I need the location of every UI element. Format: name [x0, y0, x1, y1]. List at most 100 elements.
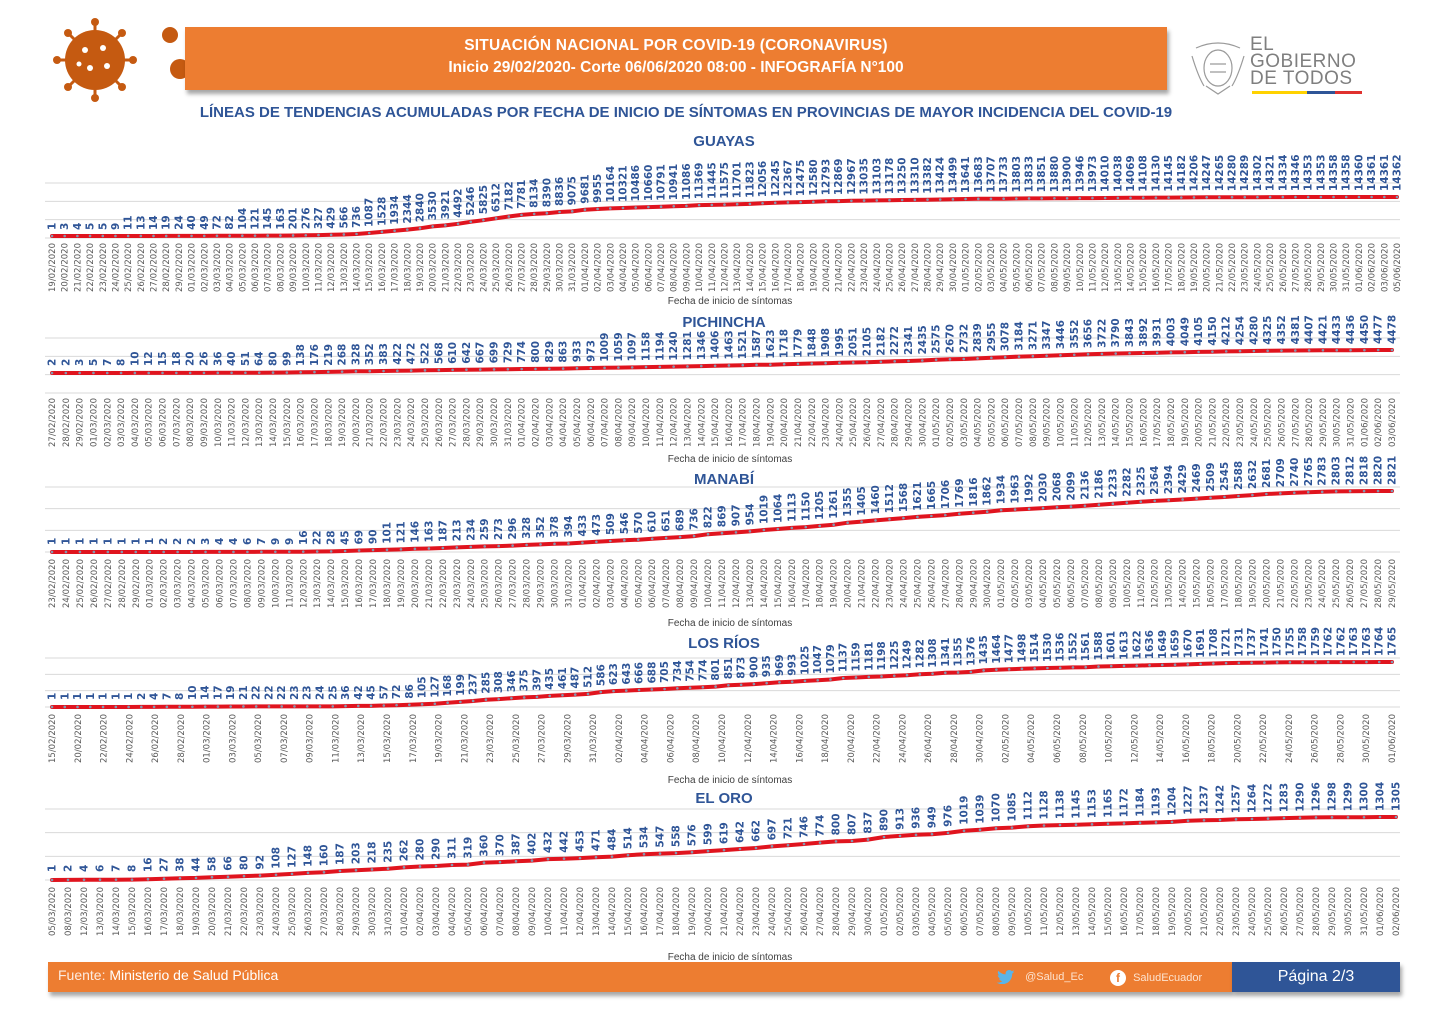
data-point	[242, 874, 246, 878]
x-tick-label: 01/03/2020	[188, 243, 198, 292]
data-label: 10164	[605, 166, 617, 203]
x-tick-label: 23/05/2020	[1304, 559, 1314, 608]
data-label: 51	[240, 351, 252, 366]
x-tick-label: 25/03/2020	[421, 398, 431, 447]
data-point	[686, 365, 689, 368]
data-label: 11369	[694, 163, 706, 200]
x-tick-label: 28/05/2020	[1337, 714, 1347, 763]
data-label: 1227	[1183, 786, 1195, 815]
data-label: 1079	[825, 644, 837, 673]
x-tick-label: 17/04/2020	[802, 559, 812, 608]
data-point	[152, 234, 155, 238]
data-point	[761, 201, 764, 205]
x-tick-label: 28/02/2020	[118, 559, 128, 608]
data-point	[706, 532, 710, 536]
data-label: 1613	[1119, 631, 1131, 660]
data-point	[874, 519, 877, 522]
x-tick-label: 21/04/2020	[858, 559, 868, 608]
data-label: 138	[295, 344, 307, 366]
data-point	[510, 696, 513, 700]
data-label: 1296	[1311, 782, 1323, 811]
x-tick-label: 23/04/2020	[752, 887, 762, 936]
data-label: 352	[364, 343, 376, 365]
data-point	[982, 669, 985, 672]
data-point	[532, 212, 536, 216]
data-point	[274, 550, 277, 554]
data-label: 4492	[453, 189, 465, 218]
data-point	[1013, 508, 1017, 511]
x-tick-label: 17/05/2020	[1153, 398, 1163, 447]
data-label: 11575	[719, 162, 731, 199]
data-label: 1355	[842, 487, 854, 516]
x-tick-label: 02/05/2020	[974, 243, 984, 292]
data-label: 163	[423, 521, 435, 543]
x-tick-label: 22/05/2020	[1290, 559, 1300, 608]
data-point	[1352, 660, 1356, 664]
data-label: 72	[212, 215, 224, 230]
x-tick-label: 14/04/2020	[760, 559, 770, 608]
x-tick-label: 21/04/2020	[835, 243, 845, 292]
data-label: 619	[719, 822, 731, 844]
x-tick-label: 01/04/2020	[518, 398, 528, 447]
data-label: 285	[480, 672, 492, 694]
data-point	[1059, 354, 1062, 357]
data-label: 40	[226, 351, 238, 366]
x-tick-label: 22/05/2020	[1216, 887, 1226, 936]
x-tick-label: 21/02/2020	[73, 243, 83, 292]
x-tick-label: 28/05/2020	[1304, 243, 1314, 292]
x-tick-label: 25/03/2020	[512, 714, 522, 763]
data-label: 58	[207, 857, 219, 872]
data-point	[451, 368, 454, 372]
data-label: 4	[79, 865, 91, 872]
data-point	[622, 538, 626, 542]
data-label: 1249	[902, 640, 914, 669]
x-tick-label: 20/04/2020	[844, 559, 854, 608]
x-tick-label: 19/02/2020	[48, 243, 58, 292]
data-point	[626, 853, 630, 857]
data-point	[497, 544, 500, 548]
x-tick-label: 26/03/2020	[495, 559, 505, 608]
x-tick-label: 25/03/2020	[288, 887, 298, 936]
x-tick-label: 18/04/2020	[821, 714, 831, 763]
facebook-link[interactable]: f SaludEcuador	[1110, 970, 1202, 986]
x-tick-label: 08/05/2020	[992, 887, 1002, 936]
data-point	[699, 364, 703, 368]
data-point	[879, 360, 883, 364]
data-point	[266, 234, 270, 237]
data-point	[824, 199, 828, 203]
data-label: 623	[608, 663, 620, 685]
data-point	[994, 827, 998, 830]
data-point	[1362, 815, 1366, 819]
x-tick-label: 08/04/2020	[676, 559, 686, 608]
data-point	[456, 222, 460, 226]
data-point	[829, 678, 832, 681]
twitter-link[interactable]: @Salud_Ec	[996, 970, 1083, 984]
data-point	[253, 234, 257, 237]
data-point	[506, 367, 510, 371]
data-point	[1211, 350, 1214, 353]
data-point	[210, 875, 214, 879]
x-tick-label: 10/05/2020	[1105, 714, 1115, 763]
data-label: 472	[406, 343, 418, 365]
data-label: 1290	[1295, 782, 1307, 811]
x-tick-label: 02/03/2020	[103, 398, 113, 447]
x-tick-label: 16/05/2020	[1182, 714, 1192, 763]
x-tick-label: 29/04/2020	[848, 887, 858, 936]
x-tick-label: 23/05/2020	[1232, 887, 1242, 936]
data-label: 16	[298, 530, 310, 545]
data-label: 13683	[973, 156, 985, 193]
x-tick-label: 10/04/2020	[642, 398, 652, 447]
data-point	[258, 874, 262, 877]
data-label: 1755	[1284, 627, 1296, 656]
data-point	[713, 364, 717, 368]
data-label: 14	[148, 215, 160, 230]
data-label: 1299	[1343, 782, 1355, 811]
data-point	[126, 234, 130, 238]
data-label: 1588	[1093, 631, 1105, 660]
logo-bar-blue	[1307, 91, 1335, 94]
x-tick-label: 15/05/2020	[1139, 243, 1149, 292]
data-label: 42	[353, 685, 365, 700]
data-point	[1251, 493, 1254, 497]
x-tick-label: 23/05/2020	[1236, 398, 1246, 447]
data-label: 1137	[838, 643, 850, 672]
